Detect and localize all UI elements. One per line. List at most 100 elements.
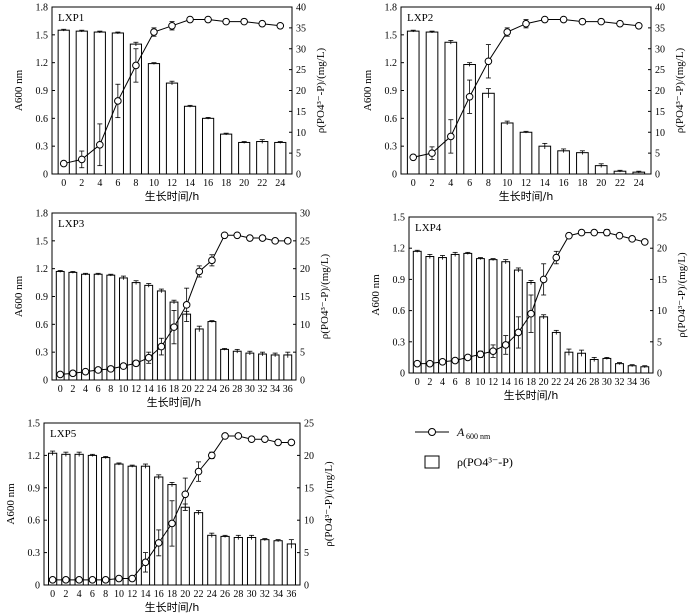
left-axis-tick-label: 1.8 — [36, 209, 49, 220]
panel-label: LXP3 — [58, 218, 85, 230]
x-axis-tick-label: 28 — [232, 384, 242, 395]
line-point — [271, 237, 279, 245]
x-axis-tick-label: 10 — [502, 178, 512, 189]
bar — [106, 274, 116, 381]
bar — [81, 273, 90, 381]
left-axis-tick-label: 0.3 — [36, 348, 49, 359]
panel-label: LXP2 — [407, 12, 433, 24]
bar — [270, 354, 280, 381]
right-axis-tick-label: 35 — [296, 23, 306, 34]
line-point — [426, 359, 434, 368]
line-point — [559, 15, 568, 24]
bar — [220, 133, 233, 175]
bar — [156, 290, 166, 381]
line-point — [186, 15, 194, 24]
right-axis-tick-label: 20 — [300, 264, 310, 275]
line-point — [577, 228, 586, 237]
bar — [538, 145, 552, 175]
right-axis-label: ρ(PO4³⁻-P)/(mg/L) — [323, 461, 335, 547]
bar — [193, 512, 204, 586]
bar — [557, 150, 570, 175]
left-axis-label: A600 nm — [13, 275, 25, 317]
left-axis-tick-label: 0.3 — [28, 548, 41, 559]
bar — [406, 30, 420, 175]
x-axis-tick-label: 2 — [70, 384, 75, 395]
line-point — [258, 234, 267, 242]
bar — [444, 41, 458, 175]
legend-line-entry: A 600 nm — [415, 425, 491, 441]
panel-label: LXP5 — [50, 428, 77, 440]
x-axis-tick-label: 4 — [97, 178, 102, 189]
right-axis-tick-label: 40 — [655, 3, 665, 14]
line-point — [194, 467, 203, 476]
x-axis-tick-label: 24 — [207, 589, 217, 600]
bar — [61, 453, 71, 586]
left-axis-tick-label: 1.2 — [393, 244, 406, 255]
chart-legend: A 600 nm ρ(PO4³⁻-P) — [415, 420, 615, 480]
x-axis-tick-label: 10 — [149, 178, 159, 189]
line-point — [640, 238, 649, 246]
left-axis-tick-label: 0.6 — [28, 516, 41, 527]
line-point — [539, 275, 548, 284]
line-point — [276, 21, 285, 30]
bar — [412, 250, 422, 374]
line-point — [101, 576, 110, 584]
bar — [238, 141, 251, 175]
x-axis-tick-label: 32 — [257, 384, 267, 395]
x-axis-tick-label: 6 — [90, 589, 95, 600]
bar — [482, 92, 495, 175]
bar — [256, 141, 269, 175]
left-axis-tick-label: 0.9 — [385, 86, 398, 97]
legend-bar-label: ρ(PO4³⁻-P) — [457, 455, 513, 469]
line-point — [106, 365, 115, 373]
x-axis-tick-label: 18 — [526, 377, 536, 388]
line-point — [597, 17, 605, 26]
left-axis-label: A600 nm — [370, 274, 382, 316]
x-axis-tick-label: 24 — [634, 178, 644, 189]
bar — [127, 465, 137, 586]
line-point — [476, 350, 485, 359]
legend-line-label-sub: 600 nm — [466, 432, 491, 441]
line-point — [141, 558, 150, 567]
x-axis-tick-label: 20 — [182, 384, 192, 395]
x-axis-tick-label: 24 — [207, 384, 217, 395]
left-axis-label: A600 nm — [5, 483, 17, 525]
bar — [220, 535, 230, 586]
right-axis-tick-label: 15 — [300, 292, 310, 303]
x-axis-tick-label: 14 — [144, 384, 154, 395]
x-axis-tick-label: 26 — [577, 377, 587, 388]
line-point — [144, 353, 153, 362]
line-point — [438, 357, 447, 366]
bar — [194, 328, 204, 381]
line-point — [447, 132, 455, 141]
right-axis-tick-label: 0 — [296, 170, 301, 181]
line-point — [552, 253, 561, 262]
x-axis-tick-label: 18 — [221, 178, 231, 189]
x-axis-tick-label: 32 — [260, 589, 270, 600]
right-axis-tick-label: 25 — [300, 236, 310, 247]
line-point — [119, 362, 128, 370]
line-point — [246, 234, 254, 242]
bar — [144, 284, 154, 381]
x-axis-tick-label: 34 — [627, 377, 637, 388]
x-axis-tick-label: 20 — [239, 178, 249, 189]
line-point — [634, 21, 643, 30]
line-point — [413, 359, 422, 368]
bar — [258, 353, 267, 381]
x-axis-label: 生长时间/h — [147, 395, 202, 409]
bar — [207, 534, 217, 586]
line-point — [540, 15, 549, 24]
line-point — [233, 231, 242, 240]
right-axis-tick-label: 35 — [655, 23, 665, 34]
right-axis-tick-label: 20 — [655, 86, 665, 97]
x-axis-tick-label: 26 — [220, 589, 230, 600]
left-axis-tick-label: 0.9 — [28, 483, 41, 494]
panel-label: LXP1 — [58, 12, 84, 24]
line-point — [170, 323, 178, 331]
left-axis-tick-label: 0.6 — [36, 114, 49, 125]
left-axis-tick-label: 0 — [43, 376, 48, 387]
right-axis-tick-label: 30 — [296, 44, 306, 55]
left-axis-tick-label: 1.5 — [36, 30, 49, 41]
right-axis-tick-label: 10 — [304, 516, 314, 527]
